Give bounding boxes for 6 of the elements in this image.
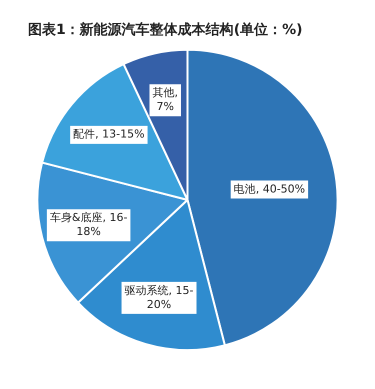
slice-label: 其他, 7% — [152, 86, 178, 114]
slice-label: 配件, 13-15% — [73, 128, 145, 141]
slice-label: 电池, 40-50% — [234, 182, 306, 196]
chart-title: 图表1：新能源汽车整体成本结构(单位：%) — [28, 21, 303, 38]
slice-label: 驱动系统, 15-20% — [124, 284, 194, 311]
slice-label: 车身&底座, 16-18% — [50, 211, 128, 238]
